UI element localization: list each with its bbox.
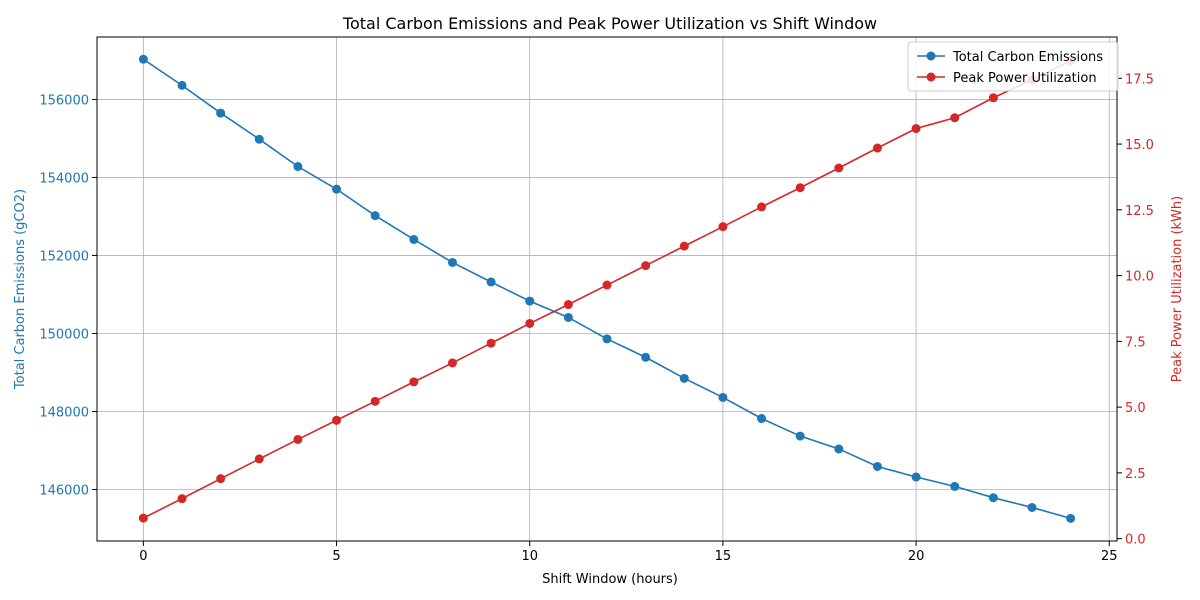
data-point [293,162,303,172]
data-point [602,334,612,344]
right-y-tick-label: 17.5 [1125,72,1154,87]
data-point [409,234,419,244]
data-point [834,444,844,454]
data-point [447,358,457,368]
left-y-axis-label: Total Carbon Emissions (gCO2) [13,189,28,390]
data-point [254,454,264,464]
x-axis-ticks: 0 5 10 15 20 25 [139,541,1118,564]
data-point [679,241,689,251]
data-point [950,481,960,491]
x-tick-label: 15 [715,549,732,564]
data-point [370,396,380,406]
x-tick-label: 0 [139,549,147,564]
right-y-tick-label: 7.5 [1125,335,1146,350]
right-y-tick-label: 10.0 [1125,270,1154,285]
data-point [1027,502,1037,512]
data-point [602,280,612,290]
grid [97,37,1117,541]
right-y-axis-label: Peak Power Utilization (kWh) [1170,196,1185,382]
data-point [1066,513,1076,523]
right-y-tick-label: 12.5 [1125,204,1154,219]
legend-label-power: Peak Power Utilization [953,71,1097,86]
x-tick-label: 10 [521,549,538,564]
data-point [525,318,535,328]
data-point [447,257,457,267]
data-point [138,54,148,64]
data-point [641,352,651,362]
data-point [641,261,651,271]
x-tick-label: 25 [1101,549,1118,564]
data-point [911,124,921,134]
data-point [563,300,573,310]
data-point [370,211,380,221]
data-point [718,392,728,402]
left-y-tick-label: 150000 [39,327,89,342]
legend-box [907,41,1119,92]
left-y-tick-label: 146000 [39,484,89,499]
left-y-tick-label: 154000 [39,171,89,186]
data-point [795,183,805,193]
data-point [254,134,264,144]
right-y-axis-ticks: 0.0 2.5 5.0 7.5 10.0 12.5 15.0 17.5 [1117,72,1154,548]
data-point [293,434,303,444]
data-point [757,202,767,212]
left-y-tick-label: 152000 [39,249,89,264]
x-tick-label: 5 [332,549,340,564]
plot-frame [96,36,1118,542]
data-point [216,474,226,484]
data-point [872,461,882,471]
data-point [795,431,805,441]
data-point [177,494,187,504]
series-layer [138,54,1076,523]
data-point [679,373,689,383]
data-point [988,93,998,103]
data-point [950,113,960,123]
data-point [177,80,187,90]
legend-label-emissions: Total Carbon Emissions [952,50,1103,65]
data-point [911,472,921,482]
x-tick-label: 20 [908,549,925,564]
legend-marker-emissions [926,51,936,61]
right-y-tick-label: 15.0 [1125,138,1154,153]
left-y-tick-label: 156000 [39,93,89,108]
chart-title: Total Carbon Emissions and Peak Power Ut… [342,14,877,33]
data-point [486,277,496,287]
data-point [988,493,998,503]
data-point [332,415,342,425]
data-point [332,184,342,194]
series-emissions [138,54,1076,523]
data-point [525,296,535,306]
right-y-tick-label: 2.5 [1125,467,1146,482]
data-point [409,377,419,387]
series-power [138,56,1076,523]
right-y-tick-label: 0.0 [1125,533,1146,548]
data-point [718,222,728,232]
data-point [834,163,844,173]
left-y-tick-label: 148000 [39,405,89,420]
x-axis-label: Shift Window (hours) [542,572,678,587]
right-y-tick-label: 5.0 [1125,401,1146,416]
data-point [138,513,148,523]
data-point [216,108,226,118]
legend-marker-power [926,72,936,82]
data-point [563,312,573,322]
data-point [872,143,882,153]
data-point [486,338,496,348]
data-point [757,414,767,424]
left-y-axis-ticks: 146000 148000 150000 152000 154000 156000 [39,93,97,499]
legend: Total Carbon Emissions Peak Power Utiliz… [907,41,1119,92]
